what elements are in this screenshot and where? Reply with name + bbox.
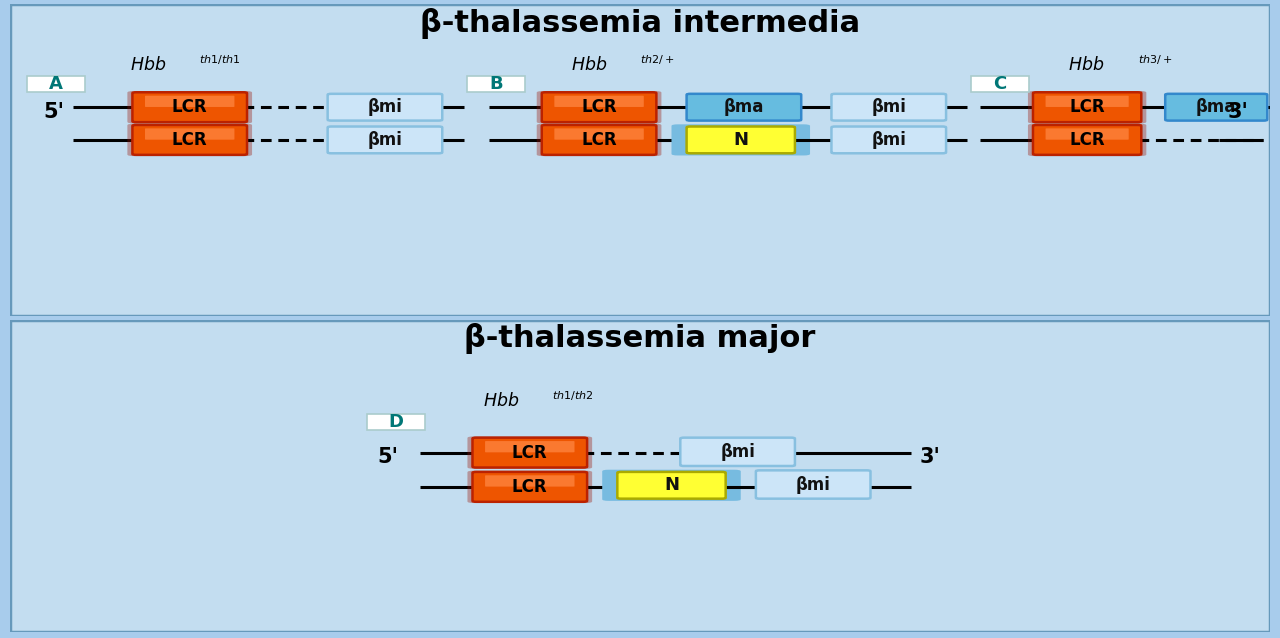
FancyBboxPatch shape <box>128 124 252 156</box>
Text: C: C <box>993 75 1007 93</box>
FancyBboxPatch shape <box>1028 91 1147 123</box>
FancyBboxPatch shape <box>686 126 795 153</box>
FancyBboxPatch shape <box>1028 124 1147 156</box>
Text: N: N <box>664 477 678 494</box>
FancyBboxPatch shape <box>366 413 425 430</box>
Text: $\mathit{th1/th1}$: $\mathit{th1/th1}$ <box>200 53 241 66</box>
FancyBboxPatch shape <box>1165 94 1267 121</box>
FancyBboxPatch shape <box>536 91 662 123</box>
FancyBboxPatch shape <box>1033 93 1142 122</box>
Text: βmi: βmi <box>367 131 402 149</box>
FancyBboxPatch shape <box>10 4 1270 316</box>
FancyBboxPatch shape <box>541 93 657 122</box>
Text: B: B <box>490 75 503 93</box>
Text: LCR: LCR <box>1069 98 1105 116</box>
Text: LCR: LCR <box>172 131 207 149</box>
FancyBboxPatch shape <box>554 96 644 107</box>
FancyBboxPatch shape <box>602 470 741 501</box>
FancyBboxPatch shape <box>10 320 1270 632</box>
Text: βmi: βmi <box>721 443 755 461</box>
Text: $\mathit{Hbb}$: $\mathit{Hbb}$ <box>1069 56 1105 74</box>
Text: βmi: βmi <box>796 475 831 494</box>
Text: $\mathit{Hbb}$: $\mathit{Hbb}$ <box>129 56 166 74</box>
Text: 3': 3' <box>1228 102 1249 122</box>
FancyBboxPatch shape <box>132 93 247 122</box>
Text: $\mathit{th3/+}$: $\mathit{th3/+}$ <box>1138 53 1172 66</box>
Text: LCR: LCR <box>581 131 617 149</box>
FancyBboxPatch shape <box>145 96 234 107</box>
Text: LCR: LCR <box>512 443 548 462</box>
Text: 3': 3' <box>919 447 940 467</box>
Text: β-thalassemia intermedia: β-thalassemia intermedia <box>420 8 860 39</box>
FancyBboxPatch shape <box>472 438 588 468</box>
Text: $\mathit{Hbb}$: $\mathit{Hbb}$ <box>571 56 607 74</box>
Text: $\mathit{th1/th2}$: $\mathit{th1/th2}$ <box>552 389 594 402</box>
FancyBboxPatch shape <box>1033 125 1142 155</box>
Text: D: D <box>388 413 403 431</box>
Text: LCR: LCR <box>581 98 617 116</box>
FancyBboxPatch shape <box>1046 128 1129 140</box>
Text: βmi: βmi <box>872 131 906 149</box>
FancyBboxPatch shape <box>467 471 593 503</box>
FancyBboxPatch shape <box>617 472 726 499</box>
Text: N: N <box>733 131 749 149</box>
FancyBboxPatch shape <box>541 125 657 155</box>
Text: A: A <box>49 75 63 93</box>
FancyBboxPatch shape <box>536 124 662 156</box>
FancyBboxPatch shape <box>554 128 644 140</box>
Text: βma: βma <box>723 98 764 116</box>
Text: β-thalassemia major: β-thalassemia major <box>465 323 815 355</box>
FancyBboxPatch shape <box>467 76 525 93</box>
FancyBboxPatch shape <box>485 475 575 487</box>
FancyBboxPatch shape <box>145 128 234 140</box>
FancyBboxPatch shape <box>832 126 946 153</box>
Text: LCR: LCR <box>512 478 548 496</box>
Text: βmi: βmi <box>367 98 402 116</box>
FancyBboxPatch shape <box>686 94 801 121</box>
FancyBboxPatch shape <box>680 438 795 466</box>
FancyBboxPatch shape <box>27 76 84 93</box>
Text: βma: βma <box>1196 98 1236 116</box>
FancyBboxPatch shape <box>328 94 443 121</box>
FancyBboxPatch shape <box>672 124 810 156</box>
FancyBboxPatch shape <box>1046 96 1129 107</box>
FancyBboxPatch shape <box>832 94 946 121</box>
FancyBboxPatch shape <box>485 441 575 452</box>
Text: $\mathit{th2/+}$: $\mathit{th2/+}$ <box>640 53 675 66</box>
FancyBboxPatch shape <box>328 126 443 153</box>
Text: βmi: βmi <box>872 98 906 116</box>
Text: 5': 5' <box>44 102 65 122</box>
Text: 5': 5' <box>378 447 398 467</box>
FancyBboxPatch shape <box>132 125 247 155</box>
FancyBboxPatch shape <box>128 91 252 123</box>
Text: LCR: LCR <box>172 98 207 116</box>
FancyBboxPatch shape <box>472 472 588 502</box>
Text: $\mathit{Hbb}$: $\mathit{Hbb}$ <box>483 392 518 410</box>
Text: LCR: LCR <box>1069 131 1105 149</box>
FancyBboxPatch shape <box>467 436 593 469</box>
FancyBboxPatch shape <box>972 76 1029 93</box>
FancyBboxPatch shape <box>756 470 870 499</box>
